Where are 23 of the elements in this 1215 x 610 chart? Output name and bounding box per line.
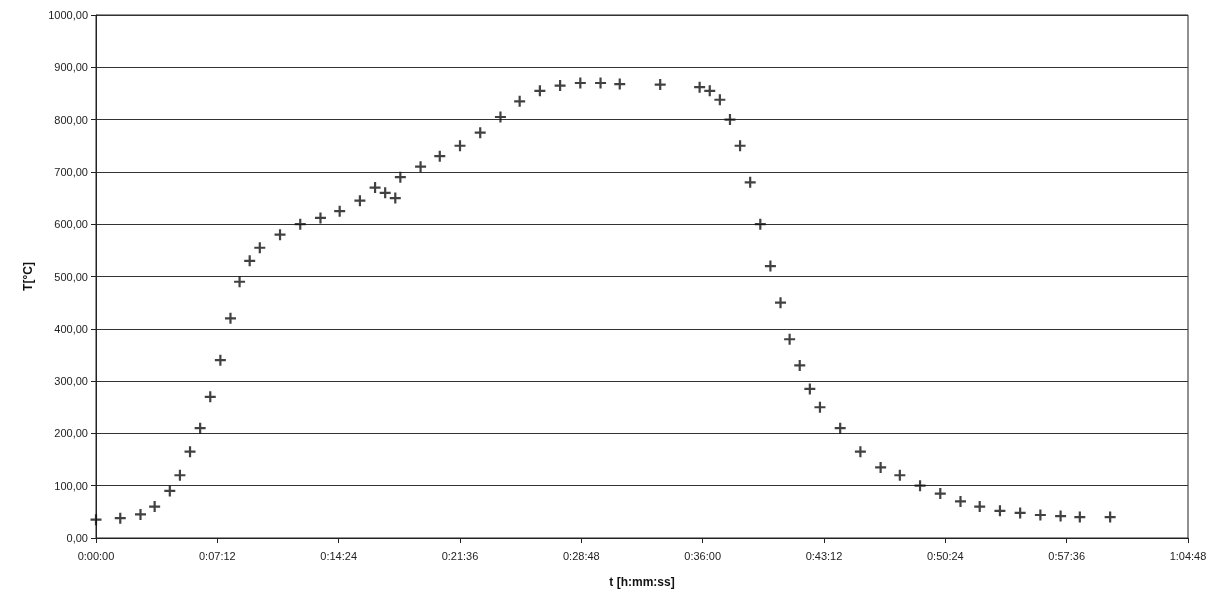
x-tick-label: 0:21:36 bbox=[441, 549, 479, 562]
y-tick-label: 400,00 bbox=[54, 322, 88, 335]
y-axis-title: T[°C] bbox=[21, 262, 35, 291]
x-tick-label: 0:43:12 bbox=[805, 549, 843, 562]
y-tick-label: 900,00 bbox=[54, 61, 88, 74]
y-tick-label: 600,00 bbox=[54, 218, 88, 231]
x-tick-label: 0:00:00 bbox=[77, 549, 115, 562]
y-tick-label: 500,00 bbox=[54, 270, 88, 283]
x-tick-label: 0:28:48 bbox=[562, 549, 600, 562]
y-tick-label: 200,00 bbox=[54, 427, 88, 440]
y-tick-label: 0,00 bbox=[66, 532, 88, 544]
x-tick-label: 0:14:24 bbox=[320, 549, 358, 562]
x-tick-label: 0:57:36 bbox=[1048, 549, 1086, 562]
y-tick-label: 300,00 bbox=[54, 375, 88, 388]
y-tick-label: 100,00 bbox=[54, 479, 88, 492]
x-tick-label: 0:36:00 bbox=[684, 549, 722, 562]
x-tick-label: 0:50:24 bbox=[926, 549, 964, 562]
x-axis-title: t [h:mm:ss] bbox=[609, 575, 675, 589]
y-tick-label: 1000,00 bbox=[48, 9, 88, 21]
y-tick-label: 800,00 bbox=[54, 113, 88, 126]
y-tick-label: 700,00 bbox=[54, 165, 88, 178]
x-tick-label: 1:04:48 bbox=[1169, 549, 1207, 562]
x-tick-label: 0:07:12 bbox=[198, 549, 236, 562]
